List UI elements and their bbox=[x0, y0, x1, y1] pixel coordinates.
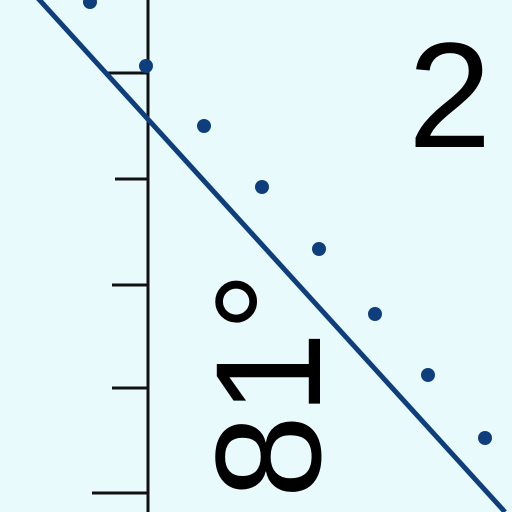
dotted-line bbox=[83, 0, 492, 445]
dot bbox=[312, 242, 326, 256]
diagonal-line bbox=[36, 0, 507, 512]
dot bbox=[139, 59, 153, 73]
dot bbox=[421, 368, 435, 382]
dot bbox=[83, 0, 97, 9]
dot bbox=[197, 119, 211, 133]
axis-ticks bbox=[92, 71, 148, 495]
dot bbox=[478, 431, 492, 445]
corner-number: 2 bbox=[408, 11, 491, 179]
dot bbox=[368, 307, 382, 321]
angle-label: 81° bbox=[184, 272, 352, 499]
dot bbox=[255, 180, 269, 194]
